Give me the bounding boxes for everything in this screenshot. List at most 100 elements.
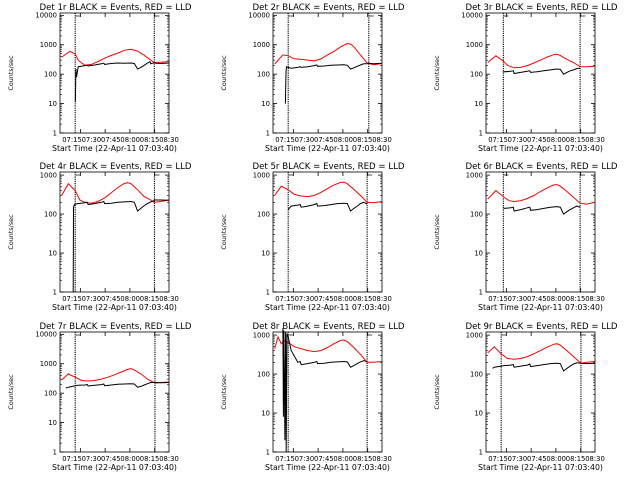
y-axis-label: Counts/sec	[433, 374, 441, 410]
y-axis-label: Counts/sec	[7, 374, 15, 410]
x-tick-label: 07:45	[527, 295, 547, 303]
y-tick-label: 1000	[40, 360, 57, 368]
series-line-events	[502, 67, 581, 75]
x-tick-label: 08:30	[372, 295, 392, 303]
y-axis-label: Counts/sec	[433, 55, 441, 91]
y-tick-label: 10	[261, 409, 270, 417]
y-tick-label: 100	[44, 210, 57, 218]
x-tick-label: 07:45	[101, 136, 121, 144]
plot-frame	[272, 331, 383, 453]
y-tick-label: 10	[48, 249, 57, 257]
panel-title: Det 5r BLACK = Events, RED = LLD	[252, 162, 404, 172]
x-axis-label: Start Time (22-Apr-11 07:03:40)	[265, 144, 390, 153]
y-tick-label: 10000	[461, 12, 483, 20]
x-axis-label: Start Time (22-Apr-11 07:03:40)	[265, 303, 390, 312]
x-tick-label: 08:00	[120, 295, 140, 303]
y-tick-label: 1000	[466, 171, 483, 179]
series-line-events	[72, 199, 170, 293]
x-axis-label: Start Time (22-Apr-11 07:03:40)	[52, 463, 177, 472]
panel-title: Det 9r BLACK = Events, RED = LLD	[465, 322, 617, 332]
y-tick-label: 10	[474, 100, 483, 108]
y-tick-label: 1000	[253, 41, 270, 49]
y-tick-label: 1	[479, 129, 483, 137]
y-tick-label: 1000	[40, 171, 57, 179]
x-tick-label: 08:15	[140, 455, 160, 463]
y-tick-label: 1000	[253, 331, 270, 339]
x-axis-label: Start Time (22-Apr-11 07:03:40)	[478, 463, 603, 472]
x-tick-label: 07:45	[527, 136, 547, 144]
series-line-lld	[274, 181, 383, 204]
y-axis-label: Counts/sec	[220, 374, 228, 410]
series-line-lld	[61, 182, 170, 204]
panel-title: Det 4r BLACK = Events, RED = LLD	[39, 162, 191, 172]
x-tick-label: 08:15	[353, 136, 373, 144]
series-line-lld	[487, 53, 596, 69]
series-line-events	[65, 382, 170, 389]
y-axis-label: Counts/sec	[7, 214, 15, 250]
y-tick-label: 10000	[35, 331, 57, 339]
y-tick-label: 10000	[248, 12, 270, 20]
series-line-lld	[61, 48, 170, 66]
series-line-events	[282, 328, 368, 453]
x-tick-label: 08:15	[353, 455, 373, 463]
x-tick-label: 07:30	[508, 136, 528, 144]
y-tick-label: 100	[257, 71, 270, 79]
x-tick-label: 07:45	[101, 455, 121, 463]
panel-det7: 1 10 100 1000 10000 07:15 07:30 07:45 08:00 08:15…	[7, 322, 192, 472]
y-tick-label: 100	[44, 71, 57, 79]
x-tick-label: 08:30	[585, 136, 605, 144]
x-tick-label: 07:15	[275, 455, 295, 463]
panel-det5: 1 10 100 1000 07:15 07:30 07:45 08:00 08:15 08:30…	[220, 162, 405, 312]
x-tick-label: 08:30	[372, 455, 392, 463]
y-tick-label: 100	[470, 210, 483, 218]
y-axis-label: Counts/sec	[220, 214, 228, 250]
panel-title: Det 7r BLACK = Events, RED = LLD	[39, 322, 191, 332]
y-tick-label: 1	[53, 448, 57, 456]
panel-title: Det 1r BLACK = Events, RED = LLD	[39, 3, 191, 13]
y-axis-label: Counts/sec	[220, 55, 228, 91]
series-line-lld	[61, 368, 170, 384]
x-tick-label: 07:30	[82, 295, 102, 303]
y-tick-label: 10	[48, 419, 57, 427]
y-tick-label: 10	[474, 249, 483, 257]
series-line-events	[74, 60, 170, 102]
series-line-lld	[487, 343, 596, 364]
x-tick-label: 07:30	[295, 455, 315, 463]
y-tick-label: 1000	[40, 41, 57, 49]
x-tick-label: 08:30	[372, 136, 392, 144]
x-tick-label: 07:15	[488, 295, 508, 303]
x-tick-label: 08:15	[566, 136, 586, 144]
x-tick-label: 07:30	[295, 295, 315, 303]
x-axis-label: Start Time (22-Apr-11 07:03:40)	[265, 463, 390, 472]
x-tick-label: 07:15	[62, 136, 82, 144]
panel-title: Det 2r BLACK = Events, RED = LLD	[252, 3, 404, 13]
y-tick-label: 100	[470, 71, 483, 79]
panel-det1: 1 10 100 1000 10000 07:15 07:30 07:45 08:00 08:15…	[7, 3, 192, 153]
y-tick-label: 1	[479, 448, 483, 456]
x-tick-label: 08:15	[140, 295, 160, 303]
plot-frame	[59, 12, 170, 134]
series-line-events	[492, 362, 596, 372]
x-tick-label: 07:45	[314, 295, 334, 303]
x-tick-label: 08:30	[585, 455, 605, 463]
y-tick-label: 1	[53, 288, 57, 296]
x-tick-label: 08:30	[159, 136, 179, 144]
plot-frame	[485, 331, 596, 453]
y-tick-label: 1	[266, 448, 270, 456]
y-axis-label: Counts/sec	[7, 55, 15, 91]
x-tick-label: 07:30	[82, 136, 102, 144]
series-line-events	[284, 62, 383, 104]
x-tick-label: 07:30	[508, 295, 528, 303]
x-tick-label: 07:45	[314, 455, 334, 463]
y-tick-label: 100	[257, 210, 270, 218]
x-tick-label: 07:45	[101, 295, 121, 303]
panel-det4: 1 10 100 1000 07:15 07:30 07:45 08:00 08:15 08:30…	[7, 162, 192, 312]
panel-det6: 1 10 100 1000 07:15 07:30 07:45 08:00 08:15 08:30…	[433, 162, 618, 312]
panel-det2: 1 10 100 1000 10000 07:15 07:30 07:45 08:00 08:15…	[220, 3, 405, 153]
y-tick-label: 10	[48, 100, 57, 108]
y-tick-label: 100	[257, 370, 270, 378]
x-axis-label: Start Time (22-Apr-11 07:03:40)	[52, 144, 177, 153]
series-line-lld	[487, 184, 596, 205]
x-tick-label: 08:00	[120, 136, 140, 144]
y-axis-label: Counts/sec	[433, 214, 441, 250]
